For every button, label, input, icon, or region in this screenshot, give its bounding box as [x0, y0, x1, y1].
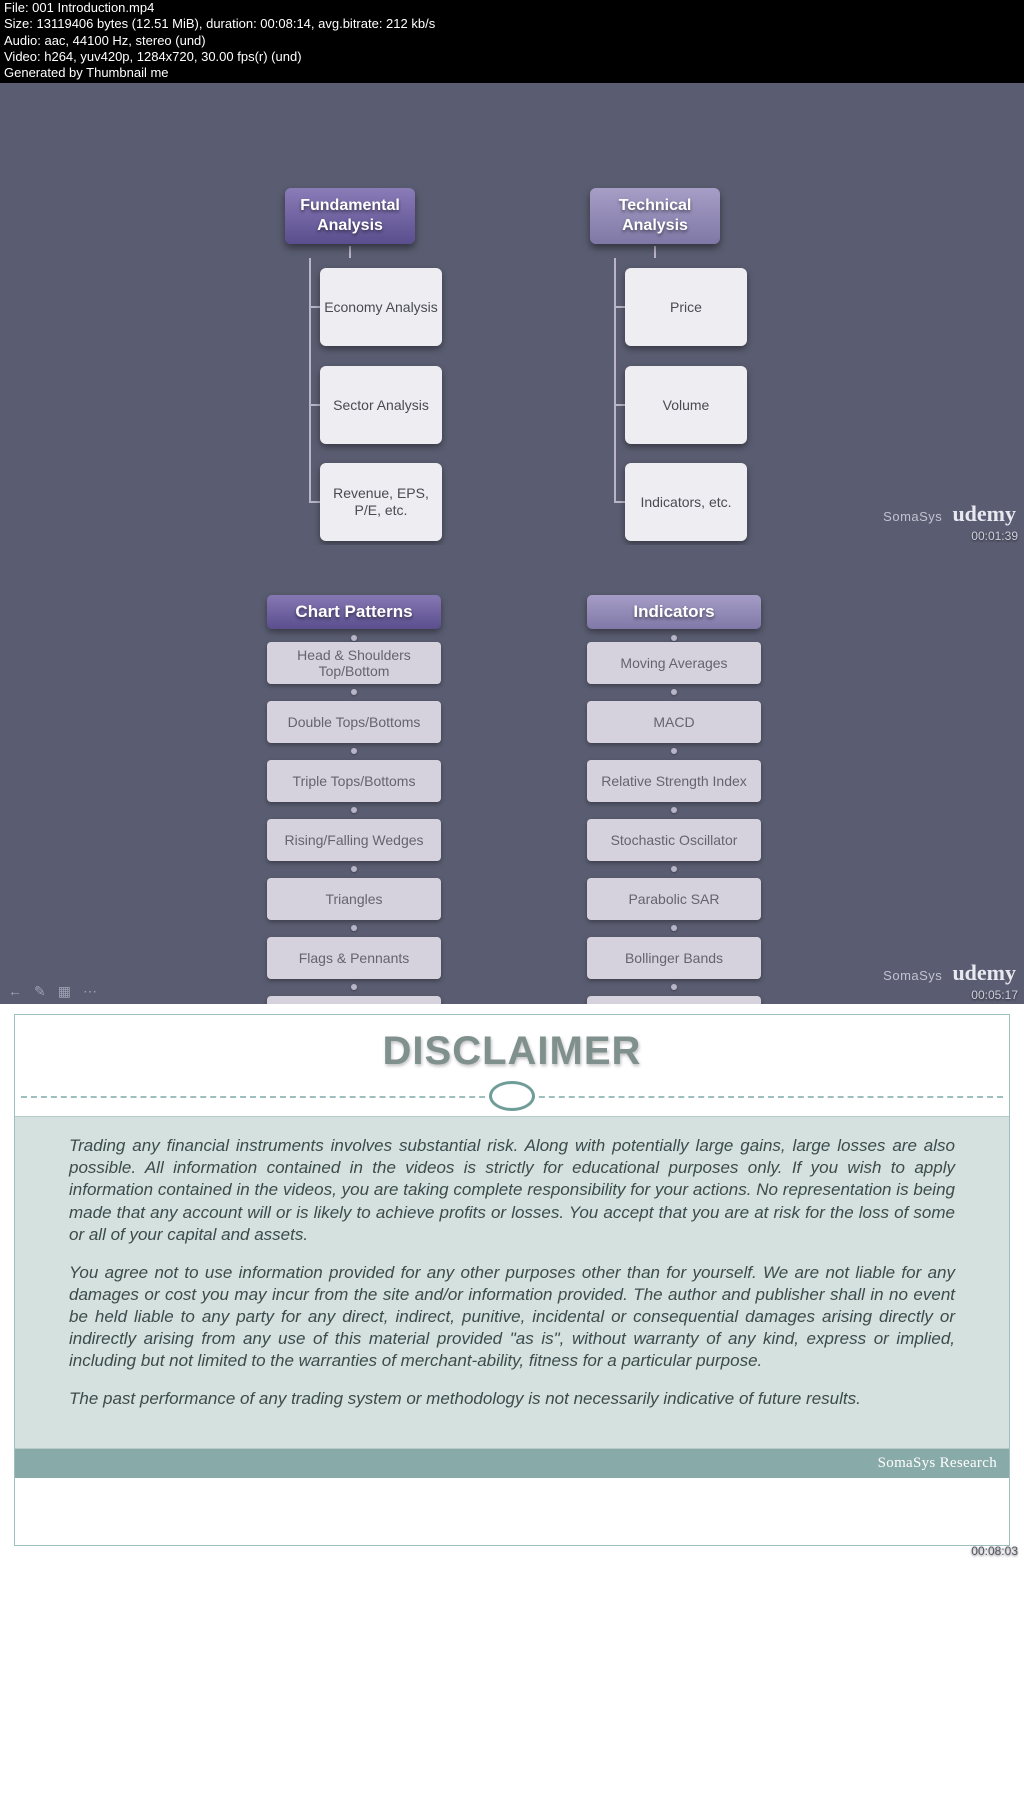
slides-icon[interactable]: ▦	[58, 983, 71, 1000]
thumbnail-timestamp: 00:01:39	[971, 529, 1018, 543]
ind-item-0: Moving Averages	[587, 642, 761, 684]
cp-item-0: Head & Shoulders Top/Bottom	[267, 642, 441, 684]
video-metadata-bar: File: 001 Introduction.mp4 Size: 1311940…	[0, 0, 1024, 83]
connector-dot	[351, 689, 357, 695]
brand-somasys: SomaSys	[883, 968, 942, 983]
cp-item-6: Rectangle, etc	[267, 996, 441, 1004]
connector-dot	[351, 866, 357, 872]
disclaimer-title: DISCLAIMER	[15, 1015, 1009, 1084]
connector-dot	[351, 807, 357, 813]
fa-leaf-1: Sector Analysis	[320, 366, 442, 444]
ind-item-5: Bollinger Bands	[587, 937, 761, 979]
tree-connectors	[0, 83, 1024, 545]
connector-dot	[671, 635, 677, 641]
meta-audio: Audio: aac, 44100 Hz, stereo (und)	[4, 33, 1020, 49]
pen-icon[interactable]: ✎	[34, 983, 46, 1000]
cp-item-5: Flags & Pennants	[267, 937, 441, 979]
fa-leaf-0: Economy Analysis	[320, 268, 442, 346]
connector-dot	[671, 866, 677, 872]
disclaimer-para-1: Trading any financial instruments involv…	[69, 1135, 955, 1245]
connector-dot	[671, 689, 677, 695]
brand-udemy: udemy	[952, 960, 1016, 985]
connector-dot	[351, 635, 357, 641]
divider-ring-icon	[489, 1081, 535, 1111]
slide-disclaimer: DISCLAIMER Trading any financial instrum…	[0, 1004, 1024, 1560]
connector-dot	[351, 984, 357, 990]
cp-item-2: Triple Tops/Bottoms	[267, 760, 441, 802]
disclaimer-para-2: You agree not to use information provide…	[69, 1262, 955, 1372]
back-arrow-icon[interactable]: ←	[8, 983, 22, 1000]
meta-size: Size: 13119406 bytes (12.51 MiB), durati…	[4, 16, 1020, 32]
chart-patterns-header: Chart Patterns	[267, 595, 441, 629]
ta-leaf-0: Price	[625, 268, 747, 346]
cp-item-3: Rising/Falling Wedges	[267, 819, 441, 861]
disclaimer-footer: SomaSys Research	[15, 1449, 1009, 1478]
ind-item-1: MACD	[587, 701, 761, 743]
connector-dot	[351, 925, 357, 931]
connector-dot	[351, 748, 357, 754]
thumbnail-timestamp: 00:08:03	[971, 1544, 1018, 1558]
brand-somasys: SomaSys	[883, 509, 942, 524]
brand-watermark: SomaSys udemy	[883, 960, 1016, 986]
ind-item-3: Stochastic Oscillator	[587, 819, 761, 861]
slide-analysis-types: Fundamental Analysis Technical Analysis …	[0, 83, 1024, 545]
disclaimer-frame: DISCLAIMER Trading any financial instrum…	[14, 1014, 1010, 1546]
brand-watermark: SomaSys udemy	[883, 501, 1016, 527]
ind-item-4: Parabolic SAR	[587, 878, 761, 920]
connector-dot	[671, 925, 677, 931]
more-icon[interactable]: ⋯	[83, 983, 97, 1000]
connector-dot	[671, 748, 677, 754]
cp-item-4: Triangles	[267, 878, 441, 920]
ind-item-2: Relative Strength Index	[587, 760, 761, 802]
slide-patterns-indicators: Chart Patterns Indicators Head & Shoulde…	[0, 545, 1024, 1004]
meta-video: Video: h264, yuv420p, 1284x720, 30.00 fp…	[4, 49, 1020, 65]
technical-analysis-header: Technical Analysis	[590, 188, 720, 244]
disclaimer-body: Trading any financial instruments involv…	[15, 1116, 1009, 1449]
cp-item-1: Double Tops/Bottoms	[267, 701, 441, 743]
slide-toolbar: ← ✎ ▦ ⋯	[8, 983, 97, 1000]
meta-gen: Generated by Thumbnail me	[4, 65, 1020, 81]
ta-leaf-2: Indicators, etc.	[625, 463, 747, 541]
connector-dot	[671, 984, 677, 990]
fundamental-analysis-header: Fundamental Analysis	[285, 188, 415, 244]
disclaimer-divider	[15, 1084, 1009, 1108]
meta-file: File: 001 Introduction.mp4	[4, 0, 1020, 16]
brand-udemy: udemy	[952, 501, 1016, 526]
fa-leaf-2: Revenue, EPS, P/E, etc.	[320, 463, 442, 541]
thumbnail-timestamp: 00:05:17	[971, 988, 1018, 1002]
connector-dot	[671, 807, 677, 813]
indicators-header: Indicators	[587, 595, 761, 629]
ind-item-6: ADX, etc	[587, 996, 761, 1004]
ta-leaf-1: Volume	[625, 366, 747, 444]
disclaimer-para-3: The past performance of any trading syst…	[69, 1388, 955, 1410]
